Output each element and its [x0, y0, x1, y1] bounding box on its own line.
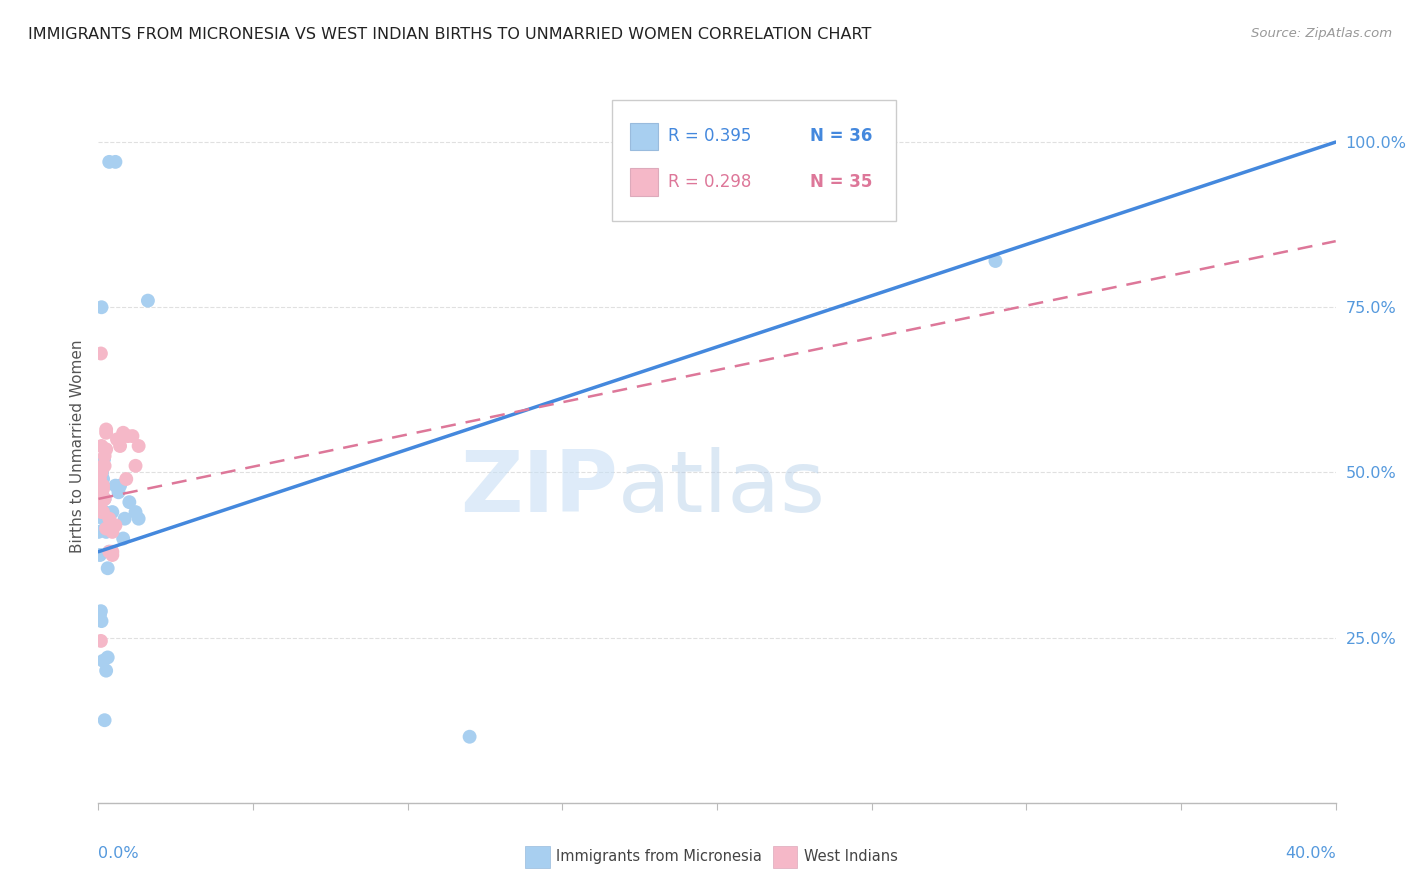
Text: 40.0%: 40.0%	[1285, 846, 1336, 861]
Point	[91, 472, 114, 486]
Point	[458, 730, 481, 744]
FancyBboxPatch shape	[773, 847, 797, 868]
Point	[91, 511, 114, 525]
Point	[98, 545, 121, 559]
Text: Immigrants from Micronesia: Immigrants from Micronesia	[557, 849, 762, 863]
Point	[93, 452, 115, 467]
Text: R = 0.395: R = 0.395	[668, 128, 751, 145]
Point	[107, 485, 129, 500]
Point	[117, 429, 139, 443]
Point	[91, 482, 114, 496]
Point	[128, 511, 150, 525]
Point	[97, 561, 120, 575]
Point	[87, 524, 110, 539]
Y-axis label: Births to Unmarried Women: Births to Unmarried Women	[69, 339, 84, 553]
Point	[91, 491, 114, 506]
Point	[128, 439, 150, 453]
Text: ZIP: ZIP	[460, 447, 619, 531]
Text: atlas: atlas	[619, 447, 827, 531]
Point	[984, 254, 1007, 268]
Point	[93, 449, 115, 463]
Point	[97, 650, 120, 665]
Point	[96, 522, 118, 536]
Point	[89, 548, 111, 562]
Point	[90, 614, 112, 628]
Point	[93, 713, 115, 727]
Point	[108, 439, 131, 453]
Point	[90, 472, 112, 486]
Point	[96, 664, 118, 678]
Point	[124, 505, 146, 519]
Point	[96, 425, 118, 440]
Point	[114, 511, 136, 525]
Point	[93, 491, 115, 506]
Point	[90, 478, 112, 492]
Point	[96, 524, 118, 539]
Text: Source: ZipAtlas.com: Source: ZipAtlas.com	[1251, 27, 1392, 40]
Point	[90, 346, 112, 360]
Point	[96, 442, 118, 457]
Text: R = 0.298: R = 0.298	[668, 173, 751, 191]
Point	[121, 429, 143, 443]
Point	[91, 478, 114, 492]
Point	[93, 491, 115, 506]
Point	[90, 604, 112, 618]
Point	[112, 532, 135, 546]
FancyBboxPatch shape	[630, 169, 658, 195]
Point	[101, 545, 124, 559]
Point	[104, 154, 127, 169]
Point	[89, 607, 111, 622]
Point	[136, 293, 159, 308]
FancyBboxPatch shape	[630, 123, 658, 150]
Text: N = 36: N = 36	[810, 128, 872, 145]
Point	[105, 433, 128, 447]
Point	[90, 495, 112, 509]
Point	[98, 511, 121, 525]
Point	[90, 478, 112, 492]
Point	[96, 422, 118, 436]
Point	[93, 505, 115, 519]
Point	[98, 545, 121, 559]
Text: IMMIGRANTS FROM MICRONESIA VS WEST INDIAN BIRTHS TO UNMARRIED WOMEN CORRELATION : IMMIGRANTS FROM MICRONESIA VS WEST INDIA…	[28, 27, 872, 42]
Point	[124, 458, 146, 473]
Text: West Indians: West Indians	[804, 849, 897, 863]
Point	[87, 482, 110, 496]
Point	[101, 548, 124, 562]
Point	[90, 634, 112, 648]
Point	[101, 505, 124, 519]
Point	[91, 505, 114, 519]
Point	[91, 466, 114, 480]
Text: N = 35: N = 35	[810, 173, 872, 191]
Point	[104, 478, 127, 492]
Point	[91, 654, 114, 668]
Point	[91, 458, 114, 473]
Point	[101, 524, 124, 539]
Point	[644, 135, 666, 149]
Point	[118, 495, 141, 509]
Point	[112, 425, 135, 440]
Point	[108, 478, 131, 492]
FancyBboxPatch shape	[526, 847, 550, 868]
Point	[89, 472, 111, 486]
Point	[104, 518, 127, 533]
Point	[90, 300, 112, 314]
Point	[90, 466, 112, 480]
FancyBboxPatch shape	[612, 100, 897, 221]
Point	[90, 505, 112, 519]
Point	[90, 439, 112, 453]
Text: 0.0%: 0.0%	[98, 846, 139, 861]
Point	[93, 458, 115, 473]
Point	[115, 472, 138, 486]
Point	[98, 154, 121, 169]
